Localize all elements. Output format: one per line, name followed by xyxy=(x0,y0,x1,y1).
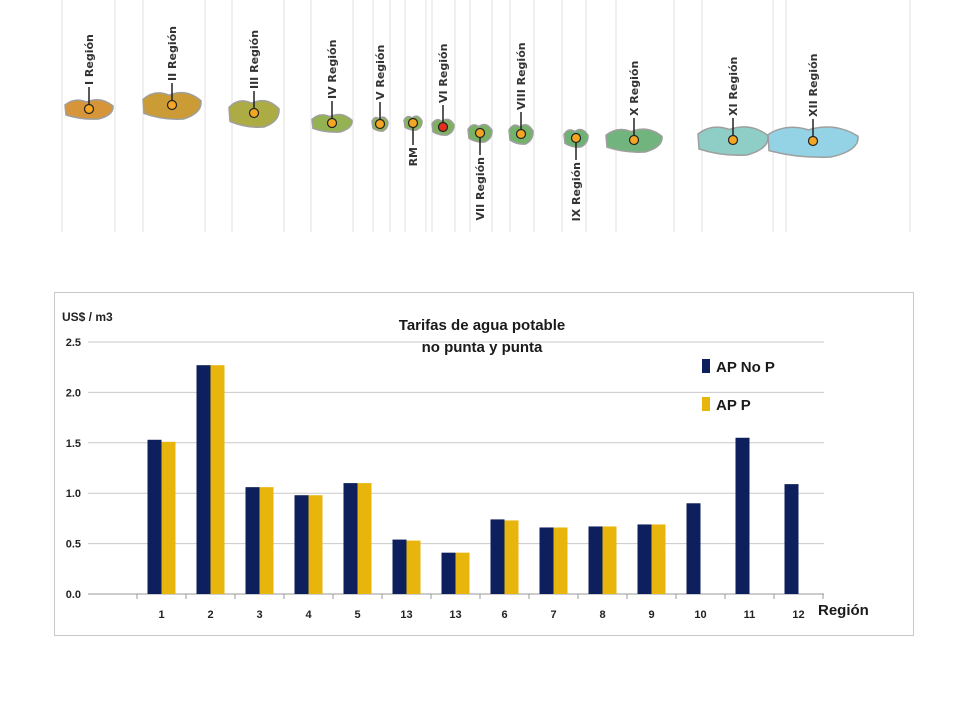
bar-chart: US$ / m3 Tarifas de agua potable no punt… xyxy=(62,310,869,621)
region-marker xyxy=(166,99,178,111)
bar-ap-p xyxy=(161,441,176,594)
bar-ap-no-p xyxy=(441,552,456,594)
x-tick-label: 13 xyxy=(449,609,461,621)
bar-ap-p xyxy=(553,527,568,594)
y-tick-label: 1.0 xyxy=(66,488,81,500)
region-panel: III Región xyxy=(228,0,285,232)
legend: AP No P AP P xyxy=(702,359,775,414)
bar-ap-p xyxy=(455,552,470,594)
bar-ap-no-p xyxy=(686,503,701,594)
y-tick-label: 0.0 xyxy=(66,589,81,601)
region-panel: XII Región xyxy=(767,0,911,232)
bar-ap-no-p xyxy=(490,519,505,594)
region-marker xyxy=(727,134,739,146)
x-tick-label: 9 xyxy=(648,609,654,621)
region-panel: V Región xyxy=(371,0,391,232)
x-tick-label: 4 xyxy=(305,609,312,621)
region-label: VI Región xyxy=(437,44,450,103)
bar-ap-p xyxy=(259,487,274,594)
y-tick-label: 2.0 xyxy=(66,387,81,399)
bar-ap-p xyxy=(406,540,421,594)
bar-ap-p xyxy=(602,526,617,594)
bar-ap-p xyxy=(308,495,323,594)
region-panel: RM xyxy=(403,0,427,232)
x-tick-label: 5 xyxy=(354,609,360,621)
region-marker xyxy=(570,132,582,144)
region-label: VIII Región xyxy=(515,42,528,110)
bar-ap-no-p xyxy=(588,526,603,594)
region-marker xyxy=(807,135,819,147)
region-panel: IV Región xyxy=(310,0,354,232)
x-tick-label: 10 xyxy=(694,609,706,621)
bar-ap-p xyxy=(651,524,666,594)
region-panel: XI Región xyxy=(697,0,774,232)
x-tick-label: 2 xyxy=(207,609,213,621)
region-label: IV Región xyxy=(326,40,339,99)
region-marker xyxy=(628,134,640,146)
chart-title-line-2: no punta y punta xyxy=(422,339,543,356)
x-tick-label: 1 xyxy=(158,609,164,621)
region-label: IX Región xyxy=(570,162,583,221)
region-marker xyxy=(407,117,419,129)
legend-swatch xyxy=(702,359,710,373)
bar-ap-no-p xyxy=(294,495,309,594)
region-panel: VIII Región xyxy=(508,0,535,232)
x-axis-label: Región xyxy=(818,602,869,619)
legend-entry: AP No P xyxy=(716,359,775,376)
region-panel: II Región xyxy=(142,0,206,232)
region-panel: I Región xyxy=(61,0,116,232)
x-tick-label: 11 xyxy=(744,609,756,621)
legend-entry: AP P xyxy=(716,397,751,414)
region-marker xyxy=(83,103,95,115)
bar-ap-no-p xyxy=(784,484,799,594)
x-tick-label: 3 xyxy=(256,609,262,621)
legend-swatch xyxy=(702,397,710,411)
region-panel: VI Región xyxy=(431,0,456,232)
regions-map-strip: I Región II Región III Región IV Región V Re… xyxy=(61,0,911,232)
x-tick-label: 7 xyxy=(550,609,556,621)
bar-ap-no-p xyxy=(147,439,162,594)
y-axis-label: US$ / m3 xyxy=(62,310,113,324)
region-label: I Región xyxy=(83,34,96,85)
region-marker xyxy=(474,127,486,139)
y-tick-label: 2.5 xyxy=(66,337,81,349)
x-tick-label: 6 xyxy=(501,609,507,621)
region-marker xyxy=(515,128,527,140)
bar-ap-no-p xyxy=(245,487,260,594)
region-label: X Región xyxy=(628,61,641,116)
x-tick-label: 13 xyxy=(400,609,412,621)
bar-ap-no-p xyxy=(539,527,554,594)
bars xyxy=(147,365,799,594)
region-panel: X Región xyxy=(605,0,675,232)
region-marker xyxy=(326,117,338,129)
region-label: XII Región xyxy=(807,54,820,117)
region-label: V Región xyxy=(374,45,387,100)
region-label: II Región xyxy=(166,26,179,81)
y-tick-label: 1.5 xyxy=(66,438,81,450)
region-marker xyxy=(437,121,449,133)
bar-ap-p xyxy=(210,365,225,594)
bar-ap-no-p xyxy=(735,437,750,594)
bar-ap-no-p xyxy=(343,483,358,594)
chart-title-line-1: Tarifas de agua potable xyxy=(399,317,565,334)
region-label: XI Región xyxy=(727,57,740,116)
region-panel: IX Región xyxy=(561,0,589,232)
x-tick-label: 12 xyxy=(792,609,804,621)
region-label: III Región xyxy=(248,30,261,89)
region-label: VII Región xyxy=(474,157,487,221)
x-tick-label: 8 xyxy=(599,609,605,621)
y-tick-label: 0.5 xyxy=(66,539,81,551)
bar-ap-no-p xyxy=(392,539,407,594)
region-marker xyxy=(248,107,260,119)
region-panel: VII Región xyxy=(467,0,493,232)
bar-ap-p xyxy=(504,520,519,594)
tick-labels: 0.00.51.01.52.02.51 2 3 4 5 13 13 6 7 8 9 10 11 12 xyxy=(66,337,805,621)
bar-ap-no-p xyxy=(196,365,211,594)
region-label: RM xyxy=(407,147,420,166)
bar-ap-no-p xyxy=(637,524,652,594)
region-marker xyxy=(374,118,386,130)
bar-ap-p xyxy=(357,483,372,594)
